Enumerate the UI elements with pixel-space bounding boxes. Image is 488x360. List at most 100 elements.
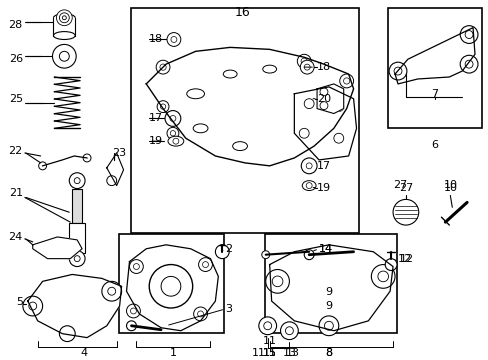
Circle shape — [333, 102, 343, 112]
Text: 11: 11 — [262, 336, 276, 346]
Text: 16: 16 — [235, 6, 250, 19]
Text: 22: 22 — [9, 146, 23, 156]
Circle shape — [339, 74, 353, 88]
Circle shape — [265, 270, 289, 293]
Text: 27: 27 — [398, 183, 412, 193]
Circle shape — [324, 321, 333, 330]
Circle shape — [304, 250, 313, 260]
Circle shape — [280, 322, 298, 339]
Circle shape — [52, 44, 76, 68]
Circle shape — [129, 260, 143, 274]
Bar — [119, 234, 224, 333]
Circle shape — [193, 307, 207, 321]
Text: 26: 26 — [9, 54, 23, 64]
Circle shape — [258, 317, 276, 335]
Circle shape — [272, 276, 283, 287]
Circle shape — [285, 327, 293, 335]
Circle shape — [305, 183, 311, 189]
Circle shape — [62, 16, 66, 20]
Circle shape — [56, 10, 72, 26]
Circle shape — [319, 102, 327, 109]
Bar — [264, 234, 396, 333]
Text: 9: 9 — [325, 301, 332, 311]
Circle shape — [170, 116, 176, 121]
Text: 23: 23 — [111, 148, 125, 158]
Text: 13: 13 — [282, 348, 296, 359]
Circle shape — [305, 163, 311, 169]
Circle shape — [133, 264, 139, 270]
Circle shape — [160, 104, 165, 109]
Ellipse shape — [223, 70, 237, 78]
Circle shape — [202, 262, 208, 267]
Text: 7: 7 — [430, 89, 437, 99]
Polygon shape — [146, 48, 353, 166]
Circle shape — [160, 64, 166, 70]
Circle shape — [335, 131, 341, 136]
Bar — [387, 8, 481, 128]
Circle shape — [161, 276, 181, 296]
Circle shape — [301, 58, 306, 64]
Circle shape — [69, 251, 85, 266]
Circle shape — [39, 162, 46, 170]
Circle shape — [167, 32, 181, 46]
Circle shape — [23, 296, 42, 316]
Text: 15: 15 — [262, 348, 276, 359]
Circle shape — [459, 26, 477, 44]
Text: 10: 10 — [443, 180, 456, 190]
Ellipse shape — [193, 124, 207, 133]
Text: 8: 8 — [325, 348, 332, 359]
Text: 10: 10 — [443, 183, 456, 193]
Circle shape — [301, 158, 316, 174]
Circle shape — [393, 67, 401, 75]
Circle shape — [197, 311, 203, 317]
Circle shape — [385, 258, 396, 270]
Text: 4: 4 — [81, 348, 87, 359]
Circle shape — [29, 302, 37, 310]
Circle shape — [388, 62, 406, 80]
Circle shape — [297, 54, 310, 68]
Text: 17: 17 — [149, 113, 163, 123]
Text: 8: 8 — [325, 348, 332, 359]
Text: 14: 14 — [318, 244, 332, 254]
Ellipse shape — [53, 32, 75, 40]
Text: 28: 28 — [9, 20, 23, 30]
Circle shape — [263, 322, 271, 330]
Circle shape — [392, 199, 418, 225]
Circle shape — [299, 128, 308, 138]
Polygon shape — [28, 274, 122, 338]
Text: 27: 27 — [392, 180, 407, 190]
Text: 11: 11 — [262, 348, 276, 359]
Polygon shape — [106, 153, 123, 186]
Polygon shape — [53, 18, 75, 36]
Text: 2: 2 — [225, 244, 232, 254]
Circle shape — [106, 176, 117, 186]
Circle shape — [59, 13, 69, 23]
Circle shape — [215, 245, 229, 258]
Text: 12: 12 — [397, 254, 411, 264]
Circle shape — [83, 154, 91, 162]
Ellipse shape — [168, 136, 183, 146]
Circle shape — [304, 99, 313, 109]
Polygon shape — [269, 245, 392, 331]
Circle shape — [157, 101, 169, 113]
Text: 14: 14 — [318, 244, 332, 254]
Ellipse shape — [262, 65, 276, 73]
Text: 24: 24 — [9, 232, 23, 242]
Circle shape — [173, 138, 179, 144]
Text: 5: 5 — [16, 297, 23, 307]
Bar — [131, 8, 358, 233]
Circle shape — [304, 64, 309, 70]
Text: 3: 3 — [225, 304, 232, 314]
Circle shape — [164, 111, 181, 126]
Text: 1: 1 — [169, 348, 176, 359]
Circle shape — [74, 256, 80, 262]
Circle shape — [333, 133, 343, 143]
Polygon shape — [294, 87, 356, 160]
Ellipse shape — [232, 142, 247, 150]
Circle shape — [130, 308, 136, 314]
Polygon shape — [316, 84, 343, 113]
Text: 13: 13 — [285, 348, 299, 359]
Polygon shape — [33, 237, 82, 258]
Text: 11: 11 — [251, 348, 265, 359]
Circle shape — [318, 316, 338, 336]
